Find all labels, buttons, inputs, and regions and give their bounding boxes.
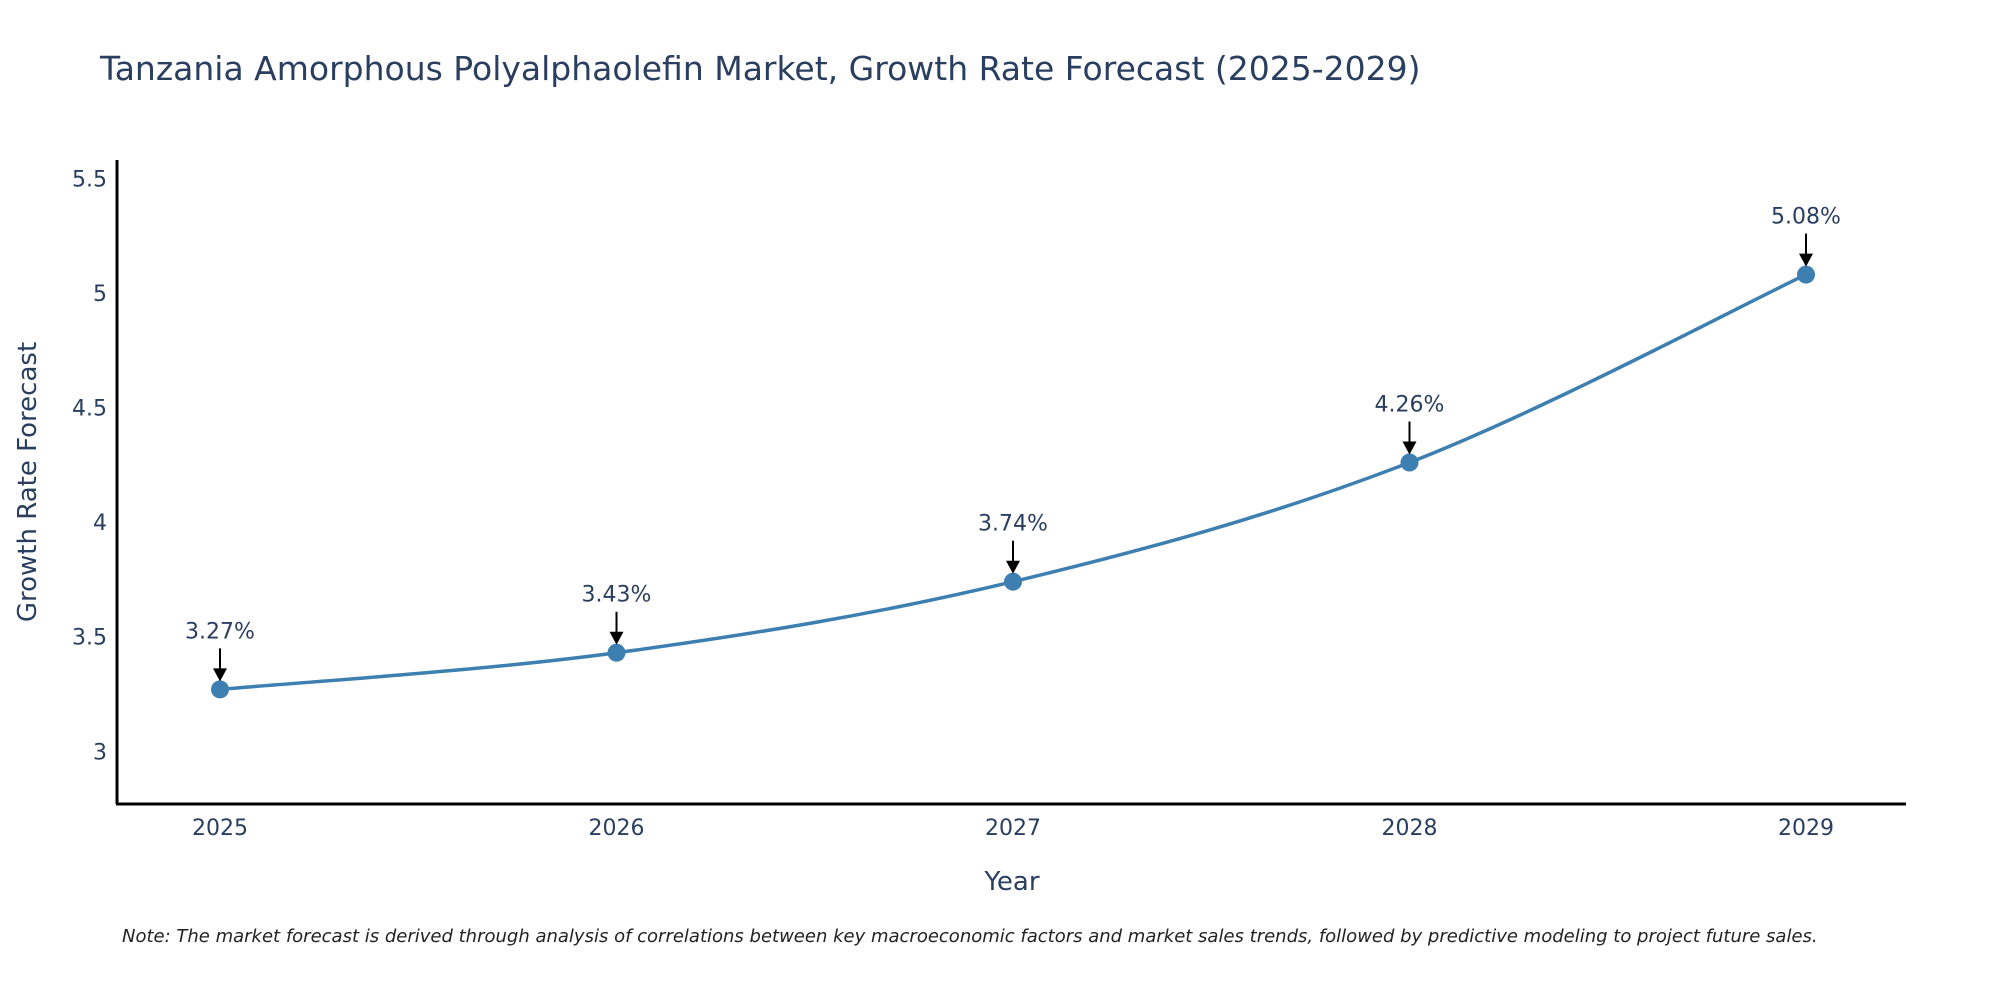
data-label: 5.08% (1771, 205, 1841, 230)
y-tick-label: 3.5 (72, 626, 107, 651)
data-label: 3.43% (582, 583, 652, 608)
y-axis-title: Growth Rate Forecast (13, 342, 43, 622)
annotation-arrow-head (1799, 253, 1813, 267)
x-tick-label: 2026 (589, 816, 645, 841)
annotation-arrow-head (609, 631, 624, 645)
data-point (607, 643, 626, 662)
chart-title: Tanzania Amorphous Polyalphaolefin Marke… (99, 49, 1421, 88)
series-line (219, 273, 1807, 692)
y-tick-label: 5 (93, 282, 107, 307)
y-tick-label: 5.5 (72, 167, 107, 192)
x-tick-label: 2028 (1382, 816, 1438, 841)
annotation-arrow-head (1006, 560, 1020, 574)
data-point (1004, 572, 1022, 591)
data-label: 3.74% (978, 512, 1048, 537)
data-points (211, 265, 1815, 699)
x-axis-ticks: 2025 2026 2027 2028 2029 (192, 816, 1834, 841)
footnote: Note: The market forecast is derived thr… (122, 926, 1818, 947)
data-label: 4.26% (1375, 393, 1445, 418)
data-point (1400, 453, 1419, 472)
y-tick-label: 4 (93, 511, 107, 536)
annotation-arrow-head (1402, 441, 1417, 455)
data-label: 3.27% (185, 619, 255, 644)
x-tick-label: 2025 (192, 816, 248, 841)
x-tick-label: 2029 (1778, 816, 1834, 841)
y-axis-ticks: 3 3.5 4 4.5 5 5.5 (72, 167, 107, 765)
x-axis-title: Year (983, 867, 1039, 897)
y-tick-label: 4.5 (72, 397, 107, 422)
x-tick-label: 2027 (985, 816, 1041, 841)
annotation-arrow-head (213, 668, 227, 682)
data-labels: 3.27% 3.43% 3.74% 4.26% 5.08% (185, 205, 1841, 682)
data-point (1797, 265, 1815, 284)
y-tick-label: 3 (93, 740, 107, 765)
data-point (211, 680, 229, 699)
